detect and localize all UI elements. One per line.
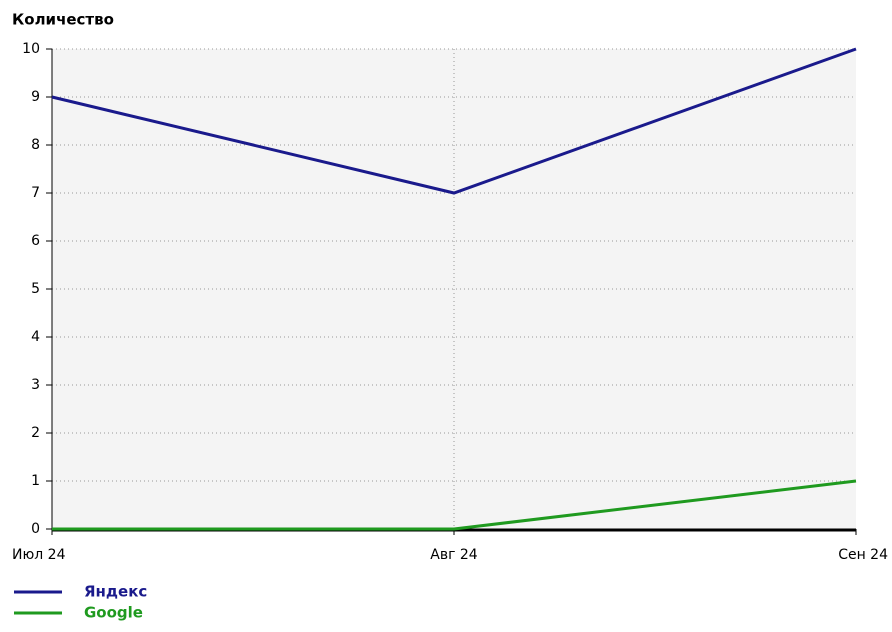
chart-title: Количество [12,11,114,29]
y-tick-label: 5 [31,281,40,297]
x-tick-label: Сен 24 [838,547,888,563]
y-tick-label: 4 [31,329,40,345]
x-tick-label: Авг 24 [430,547,478,563]
y-tick-label: 8 [31,137,40,153]
legend-label: Яндекс [84,583,147,601]
y-tick-label: 2 [31,425,40,441]
y-tick-label: 6 [31,233,40,249]
y-tick-label: 7 [31,185,40,201]
y-tick-label: 10 [22,41,40,57]
y-tick-label: 9 [31,89,40,105]
y-tick-label: 0 [31,521,40,537]
series-line [51,47,857,195]
x-tick-label: Июл 24 [12,547,66,563]
series-line [52,479,857,531]
y-tick-label: 3 [31,377,40,393]
y-tick-label: 1 [31,473,40,489]
legend-label: Google [84,604,143,622]
